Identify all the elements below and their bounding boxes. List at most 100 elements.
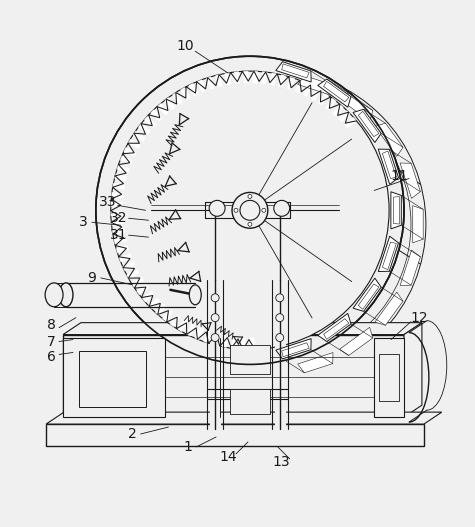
Polygon shape — [178, 319, 188, 332]
Polygon shape — [111, 211, 123, 216]
Text: 10: 10 — [177, 40, 194, 53]
Circle shape — [96, 56, 404, 364]
Polygon shape — [165, 97, 176, 110]
Text: 9: 9 — [87, 271, 96, 285]
Text: 14: 14 — [219, 450, 237, 464]
Polygon shape — [114, 174, 127, 181]
Polygon shape — [339, 111, 350, 122]
Text: 1: 1 — [184, 440, 193, 454]
Circle shape — [248, 222, 252, 226]
Polygon shape — [180, 87, 190, 100]
Polygon shape — [222, 335, 228, 347]
Polygon shape — [149, 298, 160, 309]
Polygon shape — [325, 98, 336, 111]
Polygon shape — [144, 116, 156, 128]
Text: 31: 31 — [110, 228, 127, 242]
Polygon shape — [375, 123, 403, 157]
Text: 13: 13 — [273, 455, 291, 469]
Polygon shape — [138, 123, 151, 134]
Polygon shape — [413, 206, 423, 243]
Text: 11: 11 — [390, 169, 408, 182]
Polygon shape — [172, 92, 183, 104]
Polygon shape — [111, 192, 124, 198]
Polygon shape — [123, 261, 135, 271]
Polygon shape — [230, 389, 270, 414]
Polygon shape — [124, 147, 136, 157]
Polygon shape — [120, 156, 133, 164]
Polygon shape — [131, 277, 144, 287]
Polygon shape — [231, 336, 237, 349]
Ellipse shape — [59, 283, 73, 307]
Polygon shape — [114, 237, 126, 244]
Polygon shape — [128, 139, 141, 149]
Polygon shape — [287, 77, 295, 90]
Polygon shape — [119, 253, 132, 262]
Polygon shape — [216, 74, 223, 87]
Polygon shape — [270, 73, 276, 85]
Polygon shape — [112, 228, 124, 235]
Polygon shape — [332, 104, 343, 116]
Polygon shape — [63, 335, 404, 417]
Ellipse shape — [45, 283, 63, 307]
Polygon shape — [189, 83, 198, 96]
Polygon shape — [404, 323, 422, 417]
Polygon shape — [158, 103, 169, 115]
Polygon shape — [204, 330, 212, 343]
Circle shape — [211, 294, 219, 302]
Polygon shape — [63, 323, 422, 335]
Polygon shape — [353, 278, 381, 311]
Polygon shape — [234, 72, 240, 84]
Polygon shape — [46, 412, 442, 424]
Polygon shape — [155, 304, 167, 316]
Polygon shape — [213, 333, 220, 346]
Circle shape — [276, 334, 284, 341]
Polygon shape — [344, 118, 357, 129]
Circle shape — [248, 194, 252, 198]
Polygon shape — [206, 77, 214, 90]
Polygon shape — [318, 93, 329, 105]
Text: 32: 32 — [110, 211, 127, 225]
Polygon shape — [391, 192, 401, 229]
Circle shape — [262, 208, 266, 212]
Polygon shape — [63, 338, 165, 417]
Polygon shape — [250, 337, 255, 349]
Polygon shape — [298, 76, 333, 96]
Polygon shape — [253, 71, 258, 83]
Polygon shape — [276, 62, 311, 82]
Polygon shape — [186, 324, 196, 336]
Polygon shape — [378, 236, 399, 271]
Polygon shape — [374, 338, 404, 417]
Polygon shape — [162, 309, 173, 321]
Polygon shape — [340, 93, 373, 121]
Polygon shape — [240, 337, 246, 349]
Circle shape — [111, 71, 389, 349]
Polygon shape — [151, 110, 162, 121]
Circle shape — [276, 314, 284, 321]
Polygon shape — [340, 327, 373, 355]
Polygon shape — [261, 72, 267, 84]
Polygon shape — [225, 73, 231, 85]
Text: 7: 7 — [47, 335, 56, 348]
Polygon shape — [400, 250, 420, 286]
Polygon shape — [295, 80, 304, 93]
Polygon shape — [117, 165, 130, 173]
Polygon shape — [111, 220, 124, 226]
Circle shape — [209, 200, 225, 216]
Circle shape — [211, 314, 219, 321]
Polygon shape — [303, 84, 312, 96]
Polygon shape — [111, 202, 123, 207]
Polygon shape — [318, 79, 351, 107]
Polygon shape — [198, 80, 206, 92]
Text: 6: 6 — [47, 350, 56, 365]
Polygon shape — [170, 315, 180, 327]
Text: 12: 12 — [410, 311, 428, 325]
Polygon shape — [116, 245, 129, 253]
Polygon shape — [127, 269, 139, 279]
Text: 2: 2 — [128, 427, 137, 441]
Polygon shape — [142, 291, 154, 302]
Circle shape — [274, 200, 290, 216]
Polygon shape — [276, 339, 311, 359]
Polygon shape — [113, 183, 125, 190]
Polygon shape — [137, 284, 149, 295]
Polygon shape — [353, 109, 381, 142]
